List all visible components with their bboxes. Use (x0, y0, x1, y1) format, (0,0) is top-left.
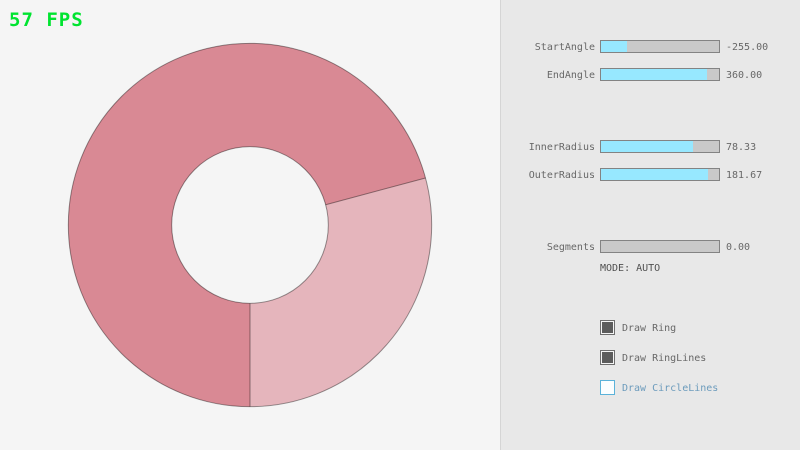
slider-value: 78.33 (726, 142, 757, 153)
slider-value: 0.00 (726, 242, 751, 253)
slider-start-angle: StartAngle -255.00 (0, 40, 800, 53)
checkbox-label: Draw RingLines (622, 353, 707, 364)
checkbox-check-mark (602, 322, 613, 333)
slider-label: StartAngle (534, 42, 595, 53)
checkbox-check-mark (602, 352, 613, 363)
outer-radius-slider-bar[interactable] (600, 168, 720, 181)
fps-counter: 57 FPS (9, 9, 84, 31)
mode-label: MODE: AUTO (600, 263, 661, 274)
slider-fill (601, 169, 709, 180)
checkbox-draw-ringlines[interactable]: Draw RingLines (600, 350, 790, 366)
slider-end-angle: EndAngle 360.00 (0, 68, 800, 81)
slider-label: OuterRadius (528, 170, 595, 181)
slider-segments: Segments 0.00 (0, 240, 800, 253)
slider-inner-radius: InnerRadius 78.33 (0, 140, 800, 153)
start-angle-slider-bar[interactable] (600, 40, 720, 53)
slider-value: -255.00 (726, 42, 769, 53)
slider-label: InnerRadius (528, 142, 595, 153)
checkbox-box[interactable] (600, 350, 615, 365)
segments-slider-bar[interactable] (600, 240, 720, 253)
slider-fill (601, 69, 708, 80)
checkbox-box[interactable] (600, 320, 615, 335)
inner-radius-slider-bar[interactable] (600, 140, 720, 153)
slider-fill (601, 141, 694, 152)
slider-label: EndAngle (546, 70, 595, 81)
checkbox-label: Draw CircleLines (622, 383, 719, 394)
slider-value: 181.67 (726, 170, 763, 181)
slider-outer-radius: OuterRadius 181.67 (0, 168, 800, 181)
checkbox-draw-ring[interactable]: Draw Ring (600, 320, 790, 336)
checkbox-draw-circlelines[interactable]: Draw CircleLines (600, 380, 790, 396)
checkbox-label: Draw Ring (622, 323, 677, 334)
checkbox-box[interactable] (600, 380, 615, 395)
slider-fill (601, 41, 627, 52)
end-angle-slider-bar[interactable] (600, 68, 720, 81)
slider-label: Segments (546, 242, 595, 253)
slider-value: 360.00 (726, 70, 763, 81)
